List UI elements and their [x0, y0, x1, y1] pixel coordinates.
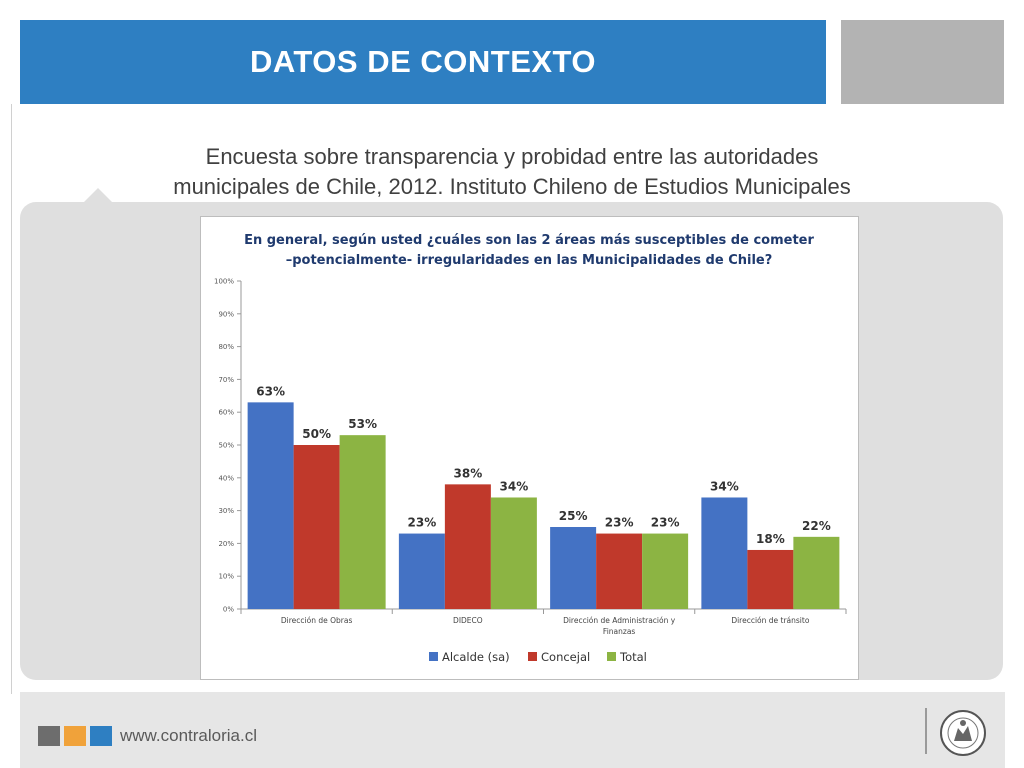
y-tick-label: 100%	[214, 278, 234, 286]
bar	[339, 435, 386, 609]
chart-title-line: En general, según usted ¿cuáles son las …	[244, 233, 814, 248]
x-category-label: DIDECO	[453, 616, 483, 625]
y-tick-label: 40%	[218, 474, 234, 482]
x-category-label: Finanzas	[603, 627, 635, 636]
y-tick-label: 30%	[218, 507, 234, 515]
chart-title-line: –potencialmente- irregularidades en las …	[286, 253, 773, 268]
y-tick-label: 50%	[218, 442, 234, 450]
legend-swatch	[528, 652, 537, 661]
panel-notch	[84, 188, 112, 202]
bar	[701, 497, 748, 609]
data-label: 34%	[500, 479, 529, 493]
chart-frame: En general, según usted ¿cuáles son las …	[200, 216, 859, 680]
data-label: 23%	[651, 516, 680, 530]
page-title: DATOS DE CONTEXTO	[249, 44, 597, 79]
data-label: 63%	[256, 384, 285, 398]
legend-label: Total	[619, 650, 647, 664]
footer-square-blue	[90, 726, 112, 746]
data-label: 25%	[559, 509, 588, 523]
bar	[642, 533, 689, 609]
left-rule	[11, 104, 12, 694]
header-accent-box	[841, 20, 1004, 104]
data-label: 18%	[756, 532, 785, 546]
footer-url-link[interactable]: www.contraloria.cl	[120, 726, 257, 745]
subtitle-line-2: municipales de Chile, 2012. Instituto Ch…	[173, 174, 851, 199]
legend-swatch	[607, 652, 616, 661]
data-label: 23%	[408, 516, 437, 530]
bar	[747, 549, 794, 609]
y-tick-label: 90%	[218, 310, 234, 318]
bar	[398, 533, 445, 609]
bar	[596, 533, 643, 609]
legend-swatch	[429, 652, 438, 661]
data-label: 53%	[348, 417, 377, 431]
bar	[293, 445, 340, 609]
legend-label: Alcalde (sa)	[442, 650, 510, 664]
data-label: 50%	[302, 427, 331, 441]
footer-divider	[925, 708, 927, 754]
y-tick-label: 20%	[218, 540, 234, 548]
data-label: 38%	[454, 466, 483, 480]
bar	[247, 402, 294, 609]
data-label: 22%	[802, 519, 831, 533]
bar	[444, 484, 491, 609]
legend-label: Concejal	[541, 650, 590, 664]
x-category-label: Dirección de Obras	[281, 616, 353, 625]
data-label: 34%	[710, 479, 739, 493]
x-category-label: Dirección de Administración y	[563, 616, 676, 625]
bar	[793, 536, 840, 609]
bar	[490, 497, 537, 609]
y-tick-label: 60%	[218, 409, 234, 417]
footer: www.contraloria.cl	[20, 692, 1005, 768]
y-tick-label: 80%	[218, 343, 234, 351]
footer-square-grey	[38, 726, 60, 746]
y-tick-label: 70%	[218, 376, 234, 384]
seal-icon	[940, 710, 986, 756]
subtitle-line-1: Encuesta sobre transparencia y probidad …	[205, 144, 819, 169]
title-bar: DATOS DE CONTEXTO	[20, 20, 826, 104]
bar-chart: En general, según usted ¿cuáles son las …	[214, 233, 847, 664]
footer-square-orange	[64, 726, 86, 746]
slide-subtitle: Encuesta sobre transparencia y probidad …	[0, 142, 1024, 202]
y-tick-label: 0%	[223, 606, 234, 614]
bar	[550, 527, 597, 609]
data-label: 23%	[605, 516, 634, 530]
y-tick-label: 10%	[218, 573, 234, 581]
x-category-label: Dirección de tránsito	[731, 616, 810, 625]
